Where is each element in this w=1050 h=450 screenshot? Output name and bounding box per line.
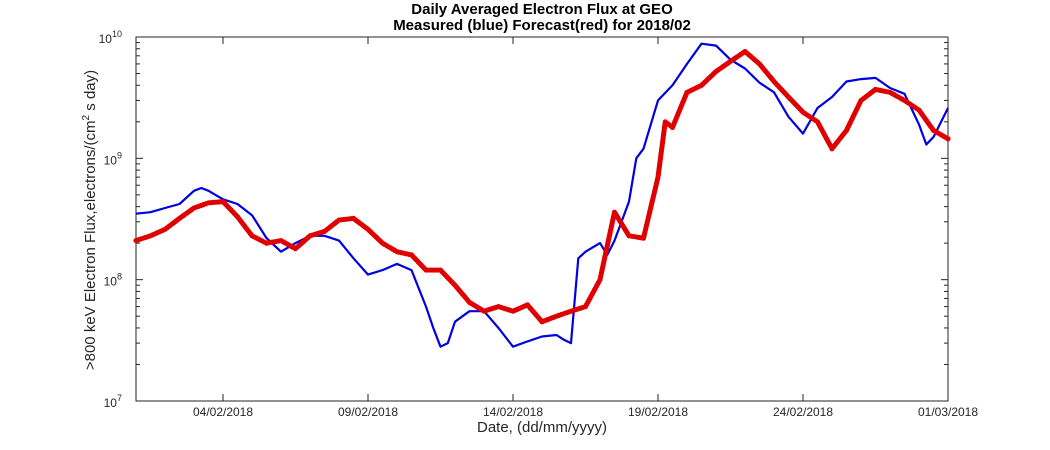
y-tick-base: 10 [104, 153, 118, 167]
y-axis-label-superscript: 2 [81, 114, 92, 120]
y-axis-label: >800 keV Electron Flux,electrons/(cm2 s … [81, 70, 99, 370]
x-tick-label: 04/02/2018 [193, 405, 253, 419]
y-tick-exponent: 10 [112, 29, 122, 39]
series-measured-line [135, 42, 949, 348]
y-tick-exponent: 8 [117, 272, 122, 282]
x-tick-label: 14/02/2018 [483, 405, 543, 419]
y-axis-label-main: >800 keV Electron Flux,electrons/(cm [82, 120, 99, 370]
y-tick-base: 10 [99, 32, 113, 46]
plot-frame [135, 36, 949, 402]
y-tick-label: 109 [104, 150, 122, 167]
x-tick-label: 09/02/2018 [338, 405, 398, 419]
y-tick-base: 10 [104, 275, 118, 289]
chart-subtitle: Measured (blue) Forecast(red) for 2018/0… [393, 17, 691, 34]
y-tick-base: 10 [104, 396, 118, 410]
x-tick-label: 24/02/2018 [773, 405, 833, 419]
y-tick-label: 1010 [99, 29, 122, 46]
x-tick-label: 19/02/2018 [628, 405, 688, 419]
y-tick-label: 108 [104, 272, 122, 289]
x-axis-ticks: 04/02/2018 09/02/2018 14/02/2018 19/02/2018… [193, 37, 978, 419]
y-tick-exponent: 9 [117, 150, 122, 160]
chart-title: Daily Averaged Electron Flux at GEO [411, 1, 673, 18]
x-tick-label: 01/03/2018 [918, 405, 978, 419]
y-tick-exponent: 7 [117, 393, 122, 403]
y-tick-label: 107 [104, 393, 122, 410]
y-axis-label-tail: s day) [82, 70, 99, 115]
x-axis-label: Date, (dd/mm/yyyy) [477, 419, 607, 436]
series-layer [133, 42, 951, 348]
series-forecast-point [945, 136, 951, 142]
